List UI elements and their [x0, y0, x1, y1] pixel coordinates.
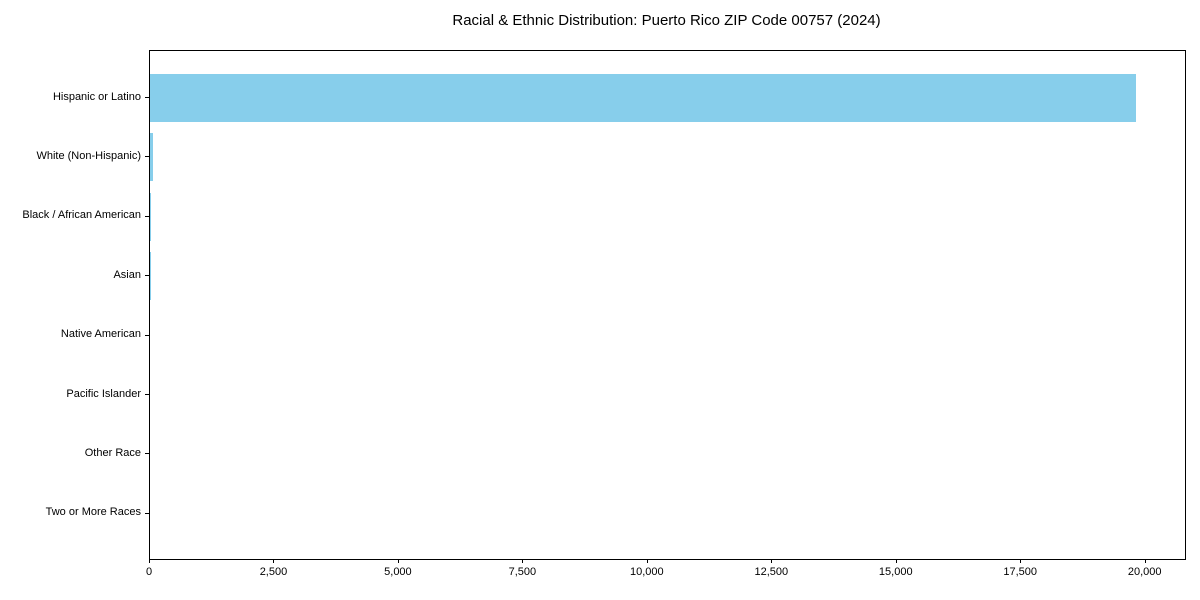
- y-tick-mark: [145, 156, 149, 158]
- bar-white-non-hispanic: [150, 133, 153, 182]
- x-tick-label-15000: 15,000: [878, 566, 913, 578]
- x-tick-mark: [1144, 559, 1146, 563]
- x-tick-label-7500: 7,500: [508, 566, 537, 578]
- x-tick-mark: [522, 559, 524, 563]
- x-tick-mark: [273, 559, 275, 563]
- y-tick-label-white-non-hispanic: White (Non-Hispanic): [36, 149, 141, 162]
- x-tick-mark: [646, 559, 648, 563]
- y-tick-mark: [145, 275, 149, 277]
- y-tick-label-other-race: Other Race: [84, 446, 141, 459]
- x-tick-label-20000: 20,000: [1127, 566, 1162, 578]
- x-tick-label-5000: 5,000: [384, 566, 412, 578]
- x-tick-mark: [397, 559, 399, 563]
- y-tick-label-hispanic-or-latino: Hispanic or Latino: [52, 90, 141, 103]
- chart-title: Racial & Ethnic Distribution: Puerto Ric…: [452, 12, 881, 29]
- plot-area: [149, 50, 1186, 560]
- y-tick-label-black-african-american: Black / African American: [22, 209, 141, 222]
- y-tick-label-two-or-more-races: Two or More Races: [45, 506, 141, 519]
- y-tick-mark: [145, 512, 149, 514]
- x-tick-mark: [1020, 559, 1022, 563]
- y-tick-label-pacific-islander: Pacific Islander: [66, 387, 141, 400]
- y-tick-mark: [145, 215, 149, 217]
- y-tick-mark: [145, 97, 149, 98]
- x-tick-mark: [895, 559, 897, 563]
- y-tick-label-asian: Asian: [113, 268, 141, 281]
- y-tick-label-native-american: Native American: [60, 328, 141, 341]
- x-tick-label-10000: 10,000: [630, 566, 664, 578]
- y-tick-mark: [145, 453, 149, 455]
- x-tick-mark: [149, 559, 150, 563]
- x-tick-label-17500: 17,500: [1003, 566, 1038, 578]
- bar-black-african-american: [150, 192, 151, 241]
- x-tick-label-2500: 2,500: [259, 566, 288, 578]
- y-tick-mark: [145, 394, 149, 395]
- y-tick-mark: [145, 334, 149, 336]
- x-tick-label-0: 0: [145, 566, 153, 578]
- x-tick-mark: [771, 559, 773, 563]
- x-tick-label-12500: 12,500: [754, 566, 789, 578]
- bar-hispanic-or-latino: [150, 74, 1136, 122]
